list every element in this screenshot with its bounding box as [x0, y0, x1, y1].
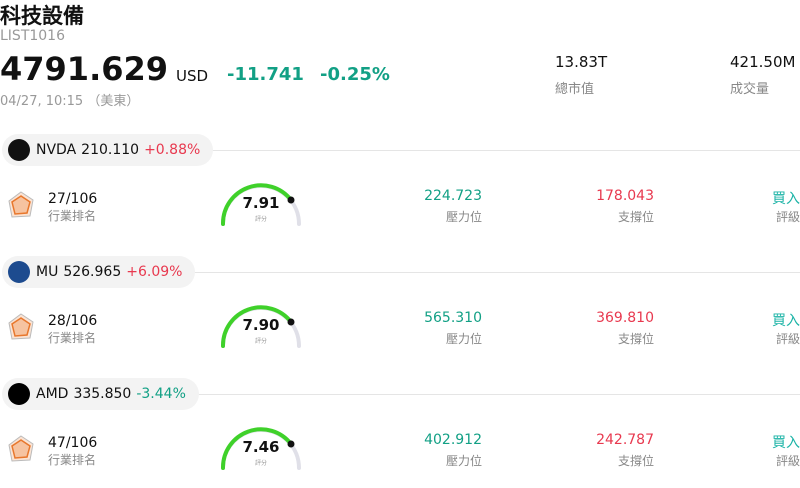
change-percent: -0.25%	[320, 64, 390, 85]
support: 369.810	[596, 310, 654, 326]
score-gauge	[220, 305, 301, 348]
change: -11.741	[227, 64, 304, 85]
stock-pill[interactable]: NVDA 210.110 +0.88%	[2, 134, 214, 166]
title: 科技設備	[0, 4, 84, 28]
rank: 47/106	[48, 435, 98, 451]
rank: 28/106	[48, 313, 98, 329]
support: 178.043	[596, 188, 654, 204]
resistance-label: 壓力位	[445, 210, 482, 224]
stat-value: 13.83T	[555, 53, 608, 71]
separator	[190, 272, 800, 273]
price: 526.965	[63, 264, 122, 280]
time: 04/27, 10:15 （美東）	[0, 94, 140, 109]
rating-label: 評級	[775, 210, 800, 224]
score: 7.91	[242, 194, 280, 212]
score-label: 評分	[254, 216, 267, 223]
rating: 買入	[772, 435, 800, 451]
score-gauge	[220, 183, 301, 226]
rank-icon	[8, 313, 34, 340]
symbol: AMD	[36, 386, 69, 402]
resistance-label: 壓力位	[445, 332, 482, 346]
rating-label: 評級	[775, 454, 800, 468]
stat-label: 成交量	[730, 82, 770, 97]
support-label: 支撐位	[617, 454, 654, 468]
support-label: 支撐位	[617, 210, 654, 224]
stat-label: 總市值	[555, 82, 595, 97]
currency: USD	[176, 67, 209, 85]
change-percent: -3.44%	[136, 386, 186, 402]
resistance-label: 壓力位	[445, 454, 482, 468]
symbol: NVDA	[36, 142, 77, 158]
rating-label: 評級	[775, 332, 800, 346]
price: 335.850	[73, 386, 132, 402]
score-gauge	[220, 427, 301, 470]
rating: 買入	[772, 313, 800, 329]
support: 242.787	[596, 432, 654, 448]
change-percent: +6.09%	[126, 264, 183, 280]
logo	[8, 261, 30, 283]
rank-icon	[8, 191, 34, 218]
price: 210.110	[81, 142, 140, 158]
rank-label: 行業排名	[48, 209, 97, 223]
separator	[190, 150, 800, 151]
stock-pill[interactable]: AMD 335.850 -3.44%	[2, 378, 199, 410]
price: 4791.629	[0, 50, 169, 88]
stat-value: 421.50M	[730, 53, 796, 71]
code: LIST1016	[0, 28, 65, 44]
resistance: 565.310	[424, 310, 482, 326]
resistance: 402.912	[424, 432, 482, 448]
rank-label: 行業排名	[48, 453, 97, 467]
rank: 27/106	[48, 191, 98, 207]
score: 7.46	[242, 438, 280, 456]
symbol: MU	[36, 264, 59, 280]
logo	[8, 139, 30, 161]
logo	[8, 383, 30, 405]
resistance: 224.723	[424, 188, 482, 204]
change-percent: +0.88%	[144, 142, 201, 158]
rank-icon	[8, 435, 34, 462]
score-label: 評分	[254, 460, 267, 467]
separator	[190, 394, 800, 395]
score: 7.90	[242, 316, 280, 334]
rank-label: 行業排名	[48, 331, 97, 345]
support-label: 支撐位	[617, 332, 654, 346]
rating: 買入	[772, 191, 800, 207]
stock-pill[interactable]: MU 526.965 +6.09%	[2, 256, 196, 288]
score-label: 評分	[254, 338, 267, 345]
